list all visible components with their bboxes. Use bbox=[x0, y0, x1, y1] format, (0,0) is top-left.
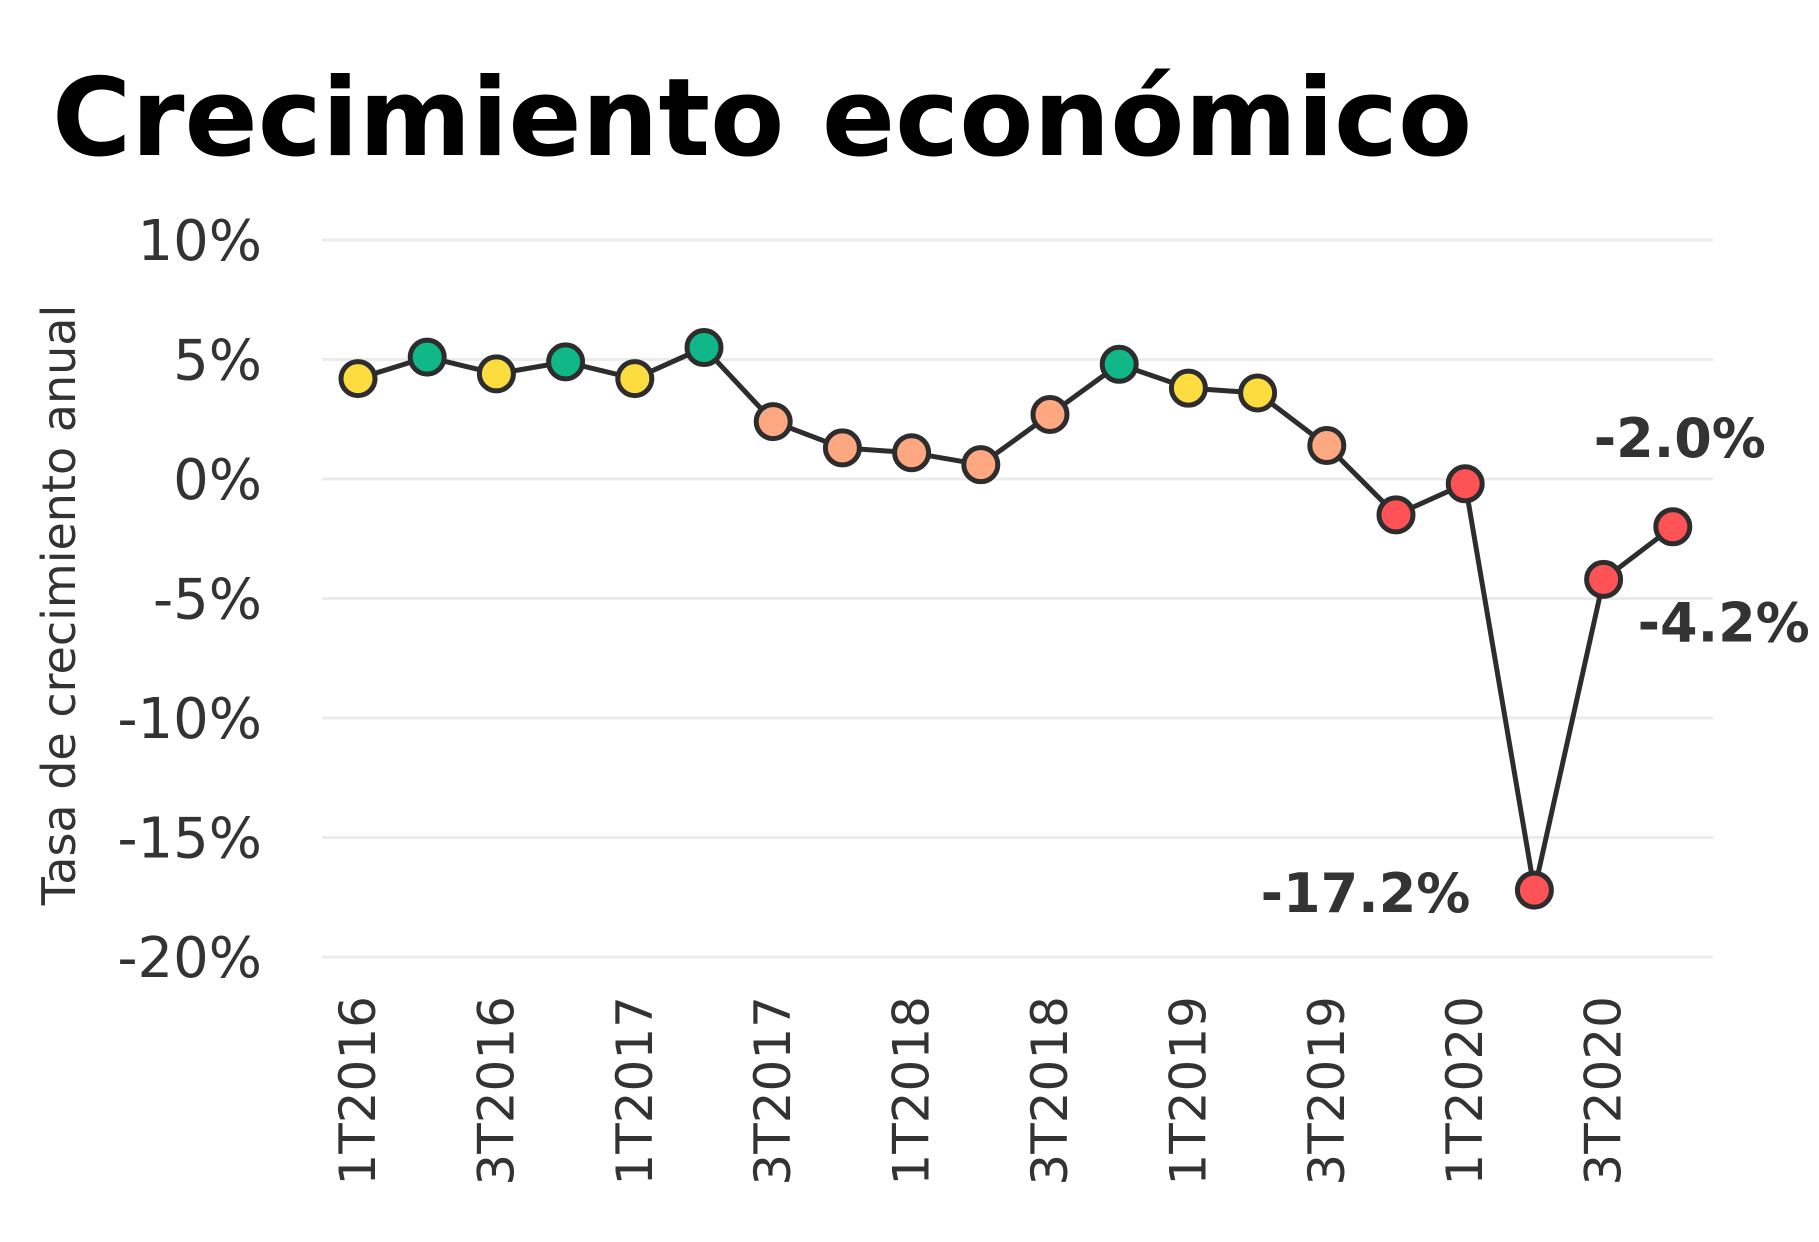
chart-title: Crecimiento económico bbox=[52, 56, 1472, 181]
data-point bbox=[684, 328, 724, 368]
y-tick-label: 5% bbox=[173, 329, 262, 394]
data-point bbox=[961, 445, 1001, 485]
x-tick-label: 1T2018 bbox=[883, 996, 941, 1186]
data-points bbox=[338, 328, 1693, 910]
data-point bbox=[1445, 464, 1485, 504]
y-tick-label: -15% bbox=[117, 807, 262, 872]
x-tick-label: 3T2019 bbox=[1298, 996, 1356, 1186]
y-tick-label: 0% bbox=[173, 448, 262, 513]
y-tick-labels: 10% 5% 0% -5% -10% -15% -20% bbox=[117, 209, 262, 991]
data-point bbox=[476, 354, 516, 394]
series-line bbox=[357, 344, 1675, 891]
data-point bbox=[1584, 559, 1624, 599]
data-point bbox=[407, 337, 447, 377]
x-tick-label: 1T2016 bbox=[329, 996, 387, 1186]
annotation-label: -17.2% bbox=[1261, 862, 1471, 925]
data-point bbox=[1030, 394, 1070, 434]
y-tick-label: -5% bbox=[153, 568, 262, 633]
x-tick-labels: 1T2016 3T2016 1T2017 3T2017 1T2018 3T2018 1T20… bbox=[329, 996, 1633, 1186]
y-tick-label: -20% bbox=[117, 926, 262, 991]
x-tick-label: 3T2016 bbox=[467, 996, 525, 1186]
data-point bbox=[1307, 426, 1347, 466]
x-tick-label: 1T2020 bbox=[1436, 996, 1494, 1186]
data-point bbox=[615, 359, 655, 399]
annotation-label: -2.0% bbox=[1594, 407, 1766, 470]
data-point bbox=[822, 428, 862, 468]
data-point bbox=[1238, 373, 1278, 413]
x-tick-label: 1T2019 bbox=[1159, 996, 1217, 1186]
x-tick-label: 3T2017 bbox=[744, 996, 802, 1186]
data-point bbox=[1514, 870, 1554, 910]
y-tick-label: -10% bbox=[117, 687, 262, 752]
x-tick-label: 1T2017 bbox=[606, 996, 664, 1186]
data-point bbox=[1376, 495, 1416, 535]
data-point bbox=[1099, 344, 1139, 384]
data-point bbox=[338, 359, 378, 399]
annotations: -17.2% -4.2% -2.0% bbox=[1261, 407, 1810, 925]
data-point bbox=[546, 342, 586, 382]
y-tick-label: 10% bbox=[138, 209, 262, 274]
data-point bbox=[1168, 368, 1208, 408]
y-axis-label: Tasa de crecimiento anual bbox=[32, 305, 86, 906]
grid-lines bbox=[322, 238, 1713, 959]
data-point bbox=[1653, 507, 1693, 547]
x-tick-label: 3T2018 bbox=[1021, 996, 1079, 1186]
data-point bbox=[892, 433, 932, 473]
data-point bbox=[753, 402, 793, 442]
x-tick-label: 3T2020 bbox=[1575, 996, 1633, 1186]
annotation-label: -4.2% bbox=[1638, 591, 1810, 654]
